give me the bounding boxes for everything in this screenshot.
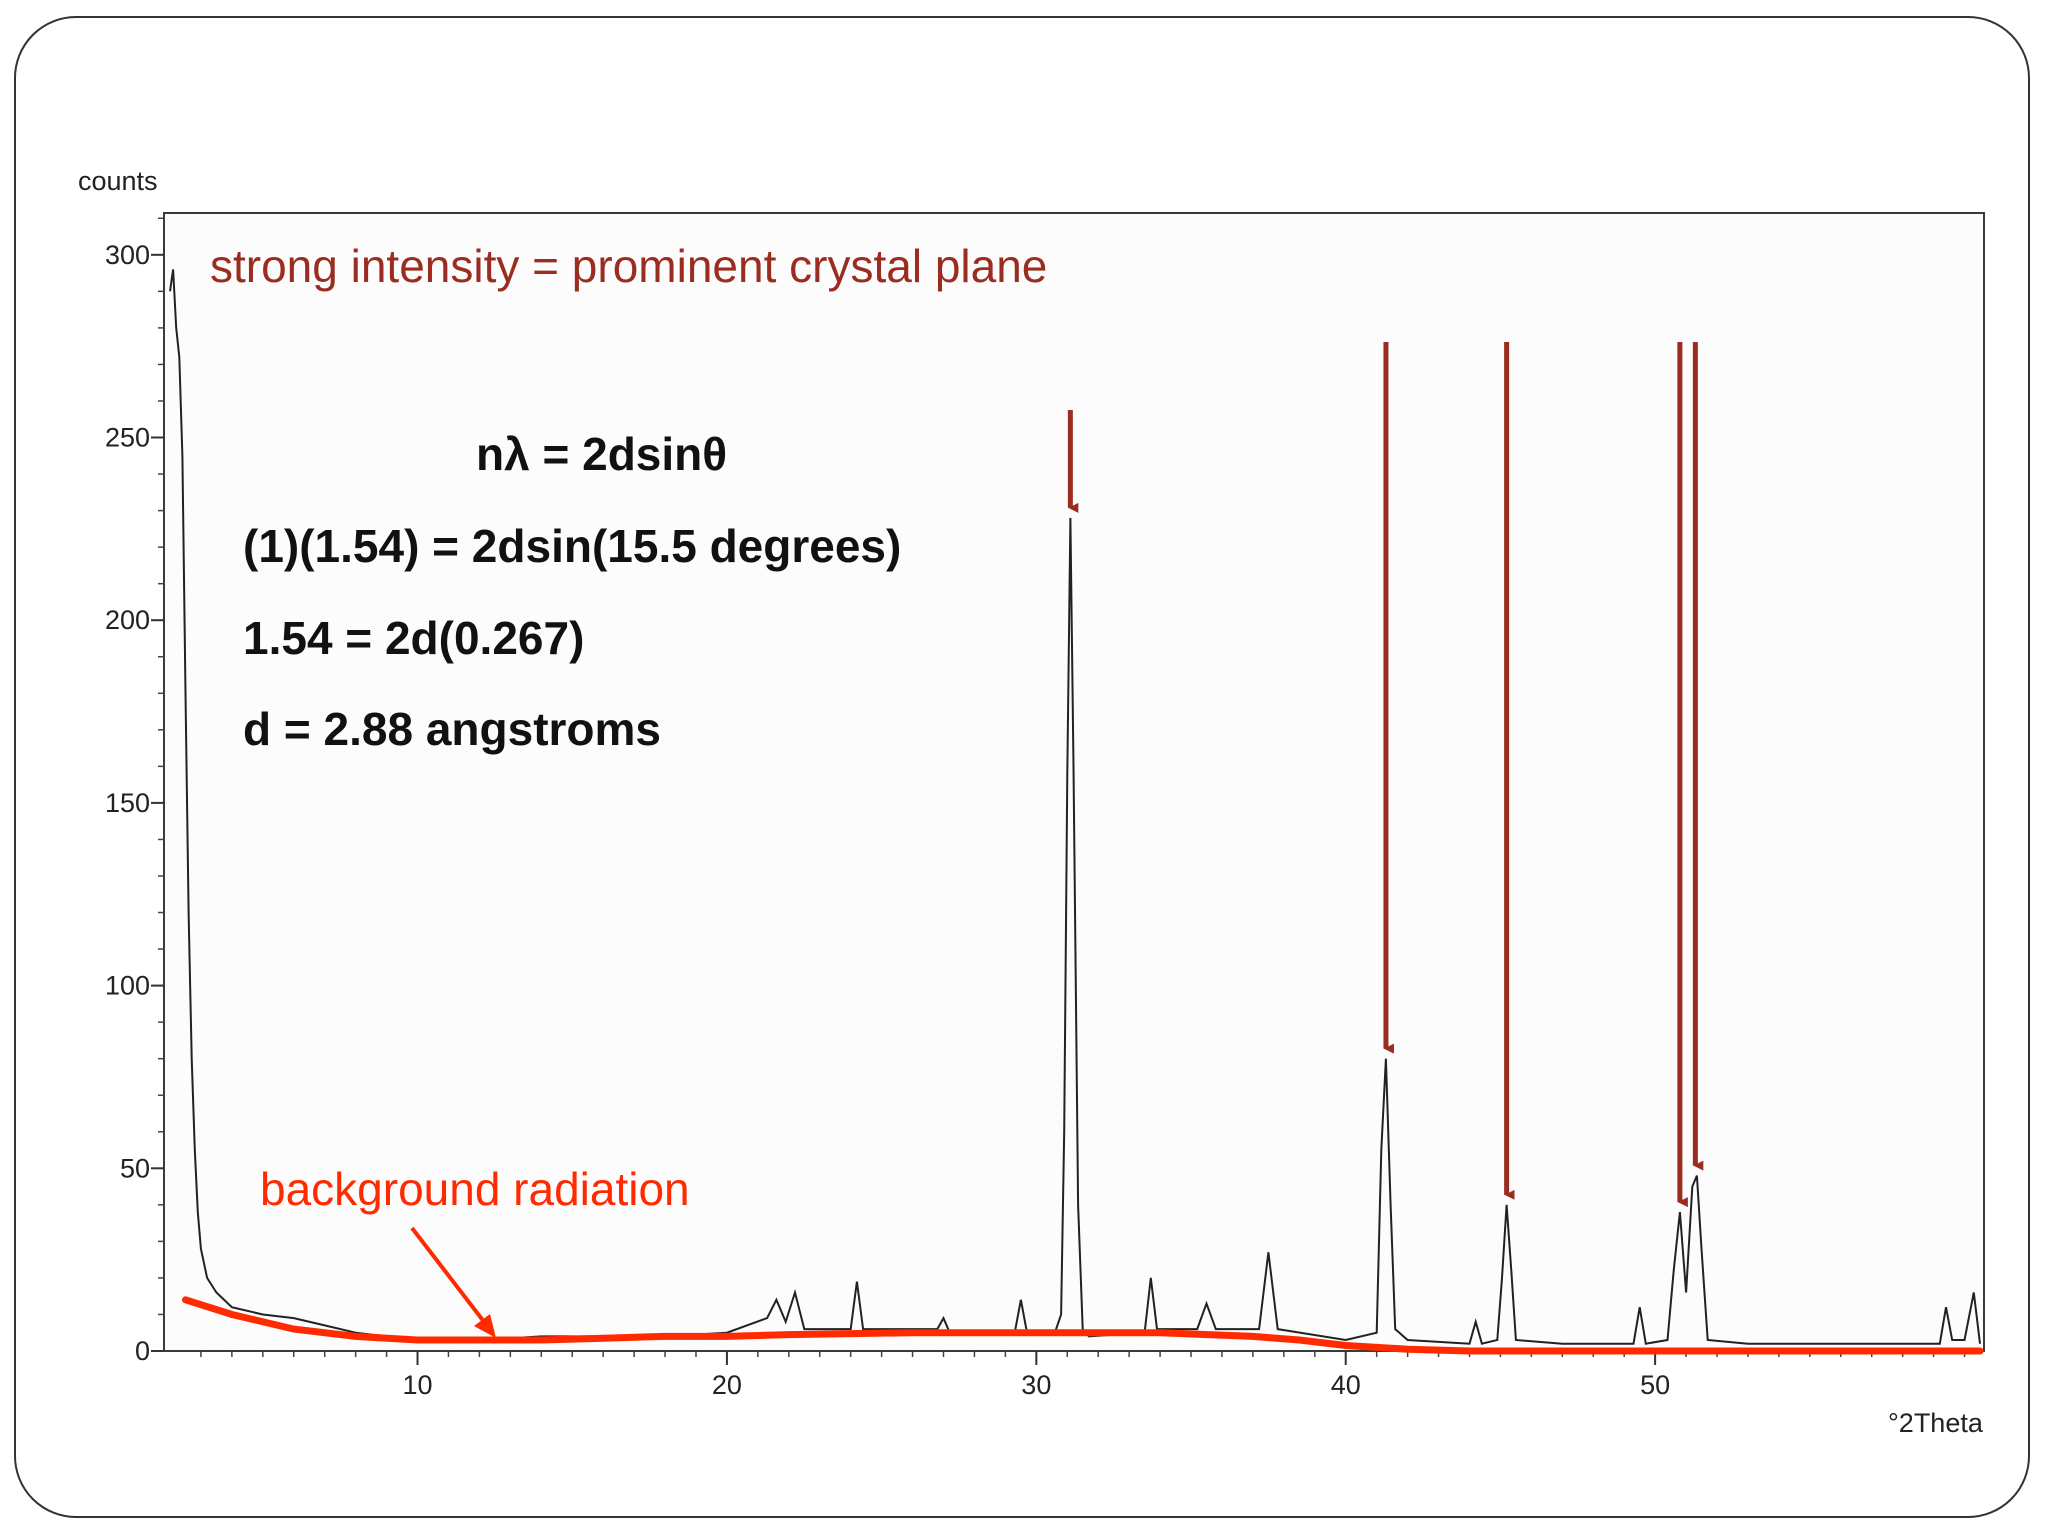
x-tick-label: 30 — [1021, 1370, 1051, 1400]
y-tick-label: 100 — [105, 971, 150, 1001]
equation-result: d = 2.88 angstroms — [243, 703, 661, 755]
y-tick-label: 250 — [105, 423, 150, 453]
equation-bragg: nλ = 2dsinθ — [476, 428, 727, 480]
x-ticks: 10 20 30 40 50 — [402, 1351, 1670, 1400]
x-tick-label: 10 — [402, 1370, 432, 1400]
y-tick-label: 150 — [105, 788, 150, 818]
background-label: background radiation — [260, 1163, 690, 1215]
diffraction-pattern-line — [169, 269, 1981, 1345]
x-tick-label: 40 — [1331, 1370, 1361, 1400]
y-tick-label: 50 — [120, 1153, 150, 1183]
peak-arrows — [1067, 342, 1704, 1208]
y-tick-label: 0 — [135, 1336, 150, 1366]
x-tick-label: 20 — [712, 1370, 742, 1400]
equation-substituted: (1)(1.54) = 2dsin(15.5 degrees) — [243, 520, 901, 572]
equation-simplified: 1.54 = 2d(0.267) — [243, 612, 584, 664]
y-axis-title: counts — [78, 166, 158, 196]
background-radiation-curve — [182, 1296, 1984, 1355]
y-ticks: 0 50 100 150 200 250 300 — [105, 240, 164, 1366]
x-axis-title: °2Theta — [1888, 1408, 1984, 1438]
background-pointer-arrow — [410, 1226, 496, 1338]
y-tick-label: 200 — [105, 605, 150, 635]
top-annotation: strong intensity = prominent crystal pla… — [210, 240, 1047, 292]
x-tick-label: 50 — [1640, 1370, 1670, 1400]
y-tick-label: 300 — [105, 240, 150, 270]
